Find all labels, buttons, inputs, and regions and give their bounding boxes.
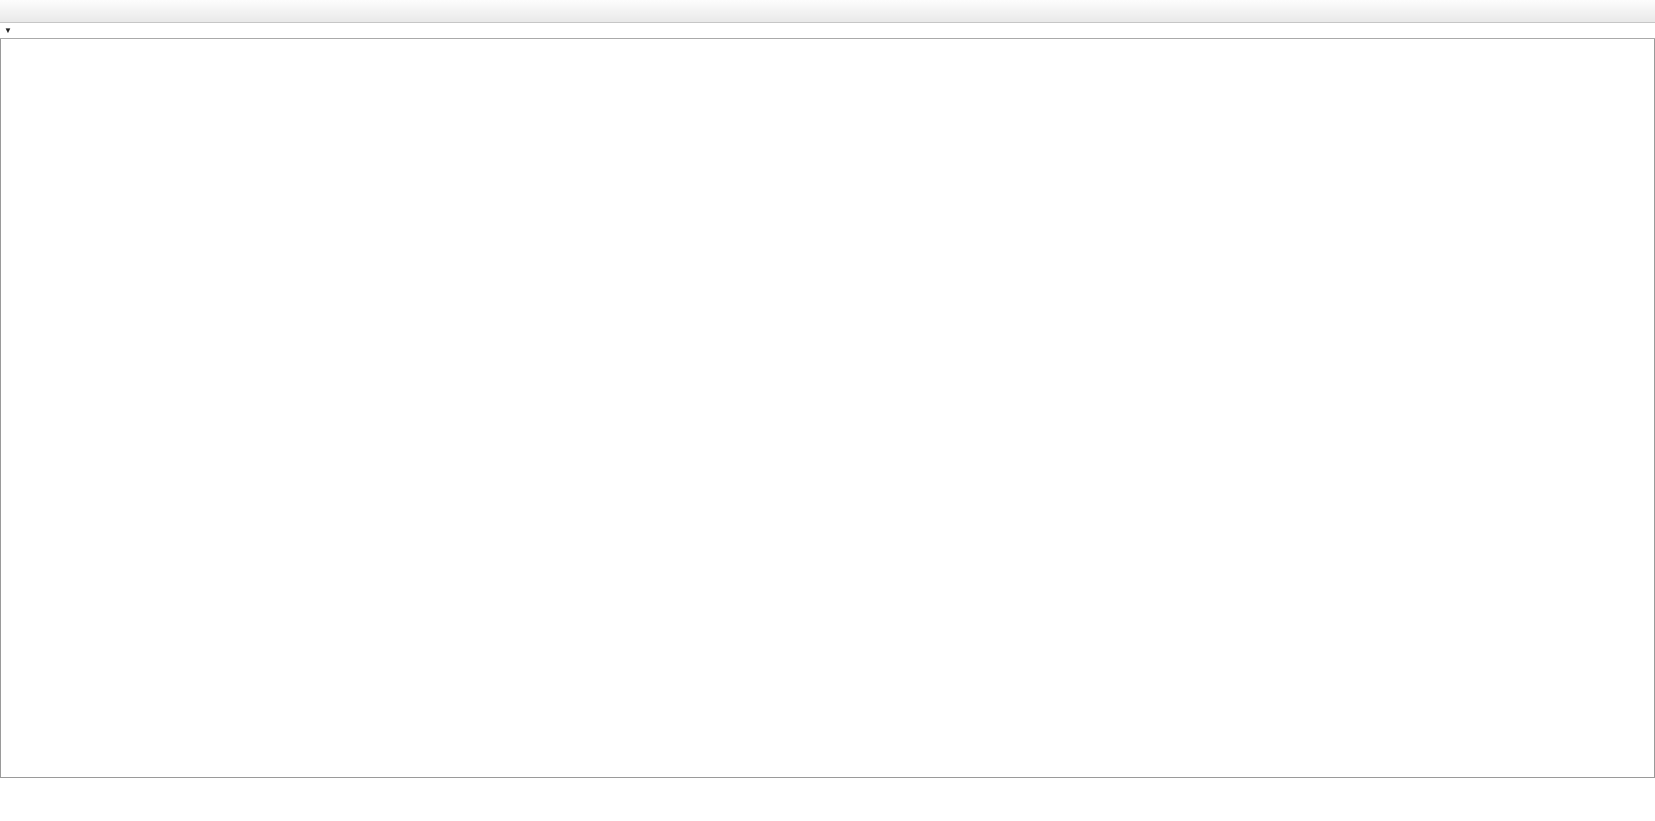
chart-menu-icon[interactable]: ▼ [4,26,12,35]
chart-caption: ▼ [0,23,1655,39]
toolbar [0,0,1655,23]
chart-window[interactable] [0,23,1655,778]
time-axis[interactable] [0,754,1517,778]
price-axis[interactable] [1518,0,1655,778]
